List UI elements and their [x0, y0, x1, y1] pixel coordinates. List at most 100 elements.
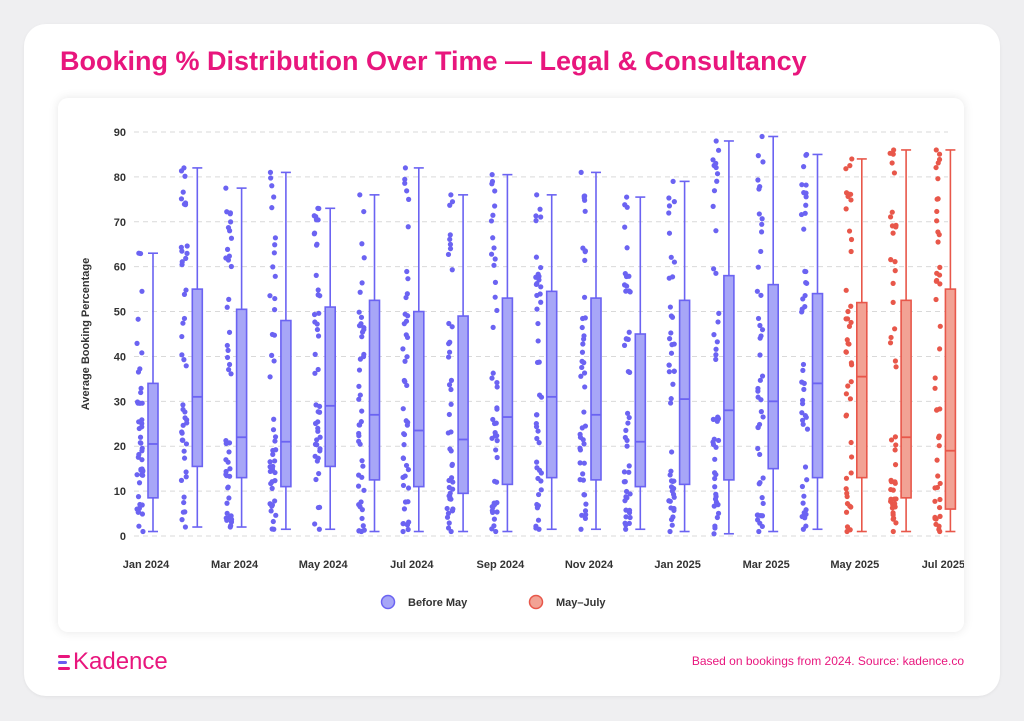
data-point — [361, 326, 367, 333]
data-point — [533, 412, 540, 418]
data-point — [668, 330, 674, 336]
data-point — [666, 203, 673, 209]
x-tick-label: May 2025 — [830, 559, 879, 571]
data-point — [356, 433, 362, 439]
data-point — [228, 263, 234, 270]
data-point — [533, 218, 539, 224]
data-point — [356, 383, 362, 389]
data-point — [848, 454, 855, 460]
box — [723, 274, 735, 481]
data-point — [494, 384, 500, 390]
data-point — [135, 509, 141, 515]
x-tick-label: Mar 2024 — [211, 559, 259, 571]
data-point — [667, 304, 673, 310]
box — [855, 301, 868, 479]
data-point — [356, 367, 363, 373]
data-point — [315, 428, 321, 434]
data-point — [400, 528, 406, 535]
data-point — [491, 262, 497, 268]
data-point — [315, 419, 321, 425]
data-point — [181, 455, 188, 461]
data-point — [799, 182, 805, 188]
data-point — [892, 434, 899, 440]
data-point — [312, 521, 318, 527]
brand-logo[interactable]: Kadence — [58, 648, 168, 676]
data-point — [178, 196, 185, 202]
data-point — [710, 416, 716, 422]
data-point — [582, 384, 588, 390]
data-point — [801, 493, 807, 499]
data-point — [489, 178, 496, 185]
data-point — [270, 427, 277, 433]
data-point — [538, 487, 544, 493]
data-point — [360, 523, 366, 529]
data-point — [934, 218, 940, 224]
data-point — [268, 508, 274, 514]
data-point — [444, 514, 451, 520]
data-point — [846, 228, 853, 234]
data-point — [710, 203, 716, 209]
data-point — [712, 525, 718, 531]
data-point — [936, 232, 942, 238]
data-point — [757, 377, 763, 383]
data-point — [668, 396, 674, 402]
data-point — [224, 510, 230, 516]
box — [368, 299, 381, 481]
data-point — [759, 373, 766, 379]
data-point — [404, 354, 410, 360]
data-point — [670, 381, 676, 387]
data-point — [800, 164, 807, 170]
data-point — [405, 466, 412, 473]
data-point — [936, 523, 942, 529]
data-point — [580, 341, 586, 347]
data-point — [760, 159, 766, 165]
data-point — [800, 500, 806, 506]
data-point — [888, 257, 894, 263]
data-point — [760, 414, 766, 420]
source-footnote: Based on bookings from 2024. Source: kad… — [691, 654, 964, 668]
data-point — [843, 391, 849, 397]
data-point — [449, 267, 455, 273]
data-point — [490, 504, 496, 510]
data-point — [181, 494, 187, 500]
data-point — [269, 526, 275, 532]
data-point — [446, 340, 452, 346]
data-point — [581, 294, 588, 300]
data-point — [713, 138, 719, 144]
data-point — [447, 232, 453, 238]
brand-name: Kadence — [73, 648, 168, 675]
data-point — [934, 208, 940, 215]
data-point — [445, 354, 452, 360]
data-point — [846, 323, 853, 329]
data-point — [447, 236, 453, 242]
data-point — [801, 380, 807, 386]
data-point — [932, 375, 938, 381]
data-point — [755, 315, 762, 322]
data-point — [224, 342, 230, 349]
data-point — [844, 337, 850, 343]
box — [457, 315, 469, 495]
data-point — [583, 501, 589, 507]
data-point — [224, 500, 230, 506]
data-point — [314, 326, 321, 333]
data-point — [802, 464, 809, 470]
data-point — [533, 281, 539, 288]
data-point — [181, 499, 187, 506]
data-point — [179, 429, 185, 435]
y-tick-label: 80 — [114, 172, 126, 184]
data-point — [935, 239, 941, 245]
data-point — [624, 204, 630, 210]
data-point — [405, 526, 411, 533]
data-point — [358, 314, 365, 320]
data-point — [405, 485, 412, 491]
data-point — [534, 306, 540, 312]
y-tick-label: 70 — [114, 217, 126, 229]
data-point — [139, 511, 146, 517]
data-point — [492, 256, 498, 262]
data-point — [316, 205, 322, 212]
data-point — [183, 255, 189, 261]
data-point — [535, 491, 542, 498]
data-point — [272, 295, 278, 302]
data-point — [760, 500, 766, 507]
data-point — [890, 230, 896, 236]
